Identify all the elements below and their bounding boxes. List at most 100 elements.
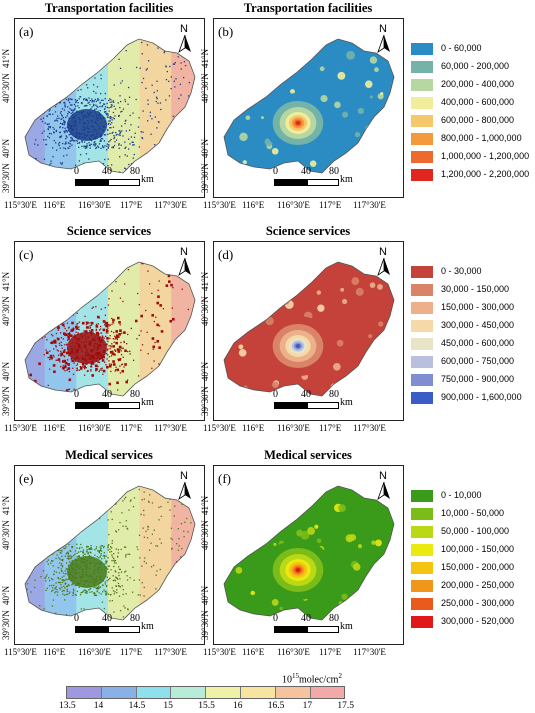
point-marker	[76, 590, 79, 593]
point-marker	[33, 115, 35, 117]
point-marker	[83, 484, 84, 485]
point-marker	[116, 555, 119, 558]
point-marker	[102, 163, 105, 165]
point-marker	[30, 51, 33, 53]
point-marker	[94, 364, 98, 368]
point-marker	[77, 369, 79, 371]
point-marker	[68, 584, 70, 587]
point-marker	[76, 140, 79, 142]
point-marker	[48, 308, 51, 310]
point-marker	[117, 389, 119, 391]
point-marker	[66, 562, 68, 564]
point-marker	[95, 144, 97, 146]
point-marker	[115, 281, 117, 283]
point-marker	[108, 571, 110, 573]
point-marker	[86, 546, 88, 548]
point-marker	[118, 574, 120, 577]
hotspot	[374, 373, 379, 378]
point-marker	[47, 277, 50, 279]
point-marker	[131, 591, 134, 593]
point-marker	[91, 374, 94, 377]
point-marker	[113, 353, 116, 355]
point-marker	[112, 146, 114, 148]
point-marker	[169, 65, 171, 68]
point-marker	[113, 559, 115, 561]
point-marker	[156, 323, 159, 327]
point-marker	[105, 335, 107, 338]
point-marker	[103, 511, 105, 514]
point-marker	[138, 146, 141, 148]
point-marker	[102, 546, 105, 549]
point-marker	[26, 588, 28, 590]
point-marker	[101, 359, 105, 362]
point-marker	[55, 332, 58, 335]
point-marker	[66, 585, 69, 588]
point-marker	[165, 284, 169, 287]
point-marker	[82, 550, 84, 553]
point-marker	[50, 162, 52, 165]
point-marker	[76, 556, 78, 558]
point-marker	[138, 303, 141, 306]
point-marker	[74, 593, 77, 596]
point-marker	[98, 587, 101, 589]
point-marker	[157, 40, 159, 42]
point-marker	[67, 99, 70, 102]
point-marker	[67, 142, 70, 144]
point-marker	[124, 496, 127, 499]
point-marker	[109, 120, 111, 122]
point-marker	[34, 307, 37, 310]
legend-label: 200,000 - 250,000	[441, 580, 515, 590]
point-marker	[66, 115, 68, 117]
longitude-label: 115°30'E	[203, 200, 236, 210]
point-marker	[165, 150, 167, 152]
point-marker	[78, 492, 80, 494]
legend-swatch	[411, 616, 433, 628]
hotspot	[316, 290, 322, 295]
point-marker	[90, 324, 93, 326]
point-marker	[62, 593, 64, 595]
latitude-label: 41°N	[1, 271, 11, 291]
point-marker	[84, 591, 86, 594]
point-marker	[95, 325, 97, 327]
point-marker	[53, 341, 57, 344]
point-marker	[105, 482, 106, 483]
point-marker	[112, 100, 114, 102]
point-marker	[61, 489, 64, 491]
point-marker	[111, 599, 113, 602]
point-marker	[98, 557, 100, 559]
point-marker	[128, 129, 131, 131]
point-marker	[107, 165, 109, 167]
point-marker	[127, 103, 129, 105]
longitude-label: 117°E	[319, 423, 342, 433]
point-marker	[151, 337, 155, 340]
point-marker	[110, 364, 113, 366]
point-marker	[97, 99, 100, 101]
point-marker	[134, 319, 138, 323]
point-marker	[105, 332, 108, 334]
point-marker	[197, 327, 198, 328]
point-marker	[192, 161, 194, 163]
point-marker	[106, 106, 109, 109]
point-marker	[104, 111, 106, 113]
point-marker	[154, 144, 156, 146]
point-marker	[96, 555, 99, 558]
point-marker	[76, 547, 78, 549]
point-marker	[133, 153, 135, 156]
point-marker	[99, 140, 101, 142]
point-marker	[111, 146, 113, 149]
point-marker	[129, 114, 131, 117]
point-marker	[92, 509, 94, 512]
point-marker	[175, 78, 177, 80]
point-marker	[68, 332, 71, 334]
point-marker	[113, 105, 115, 107]
point-marker	[113, 39, 116, 41]
point-marker	[52, 335, 54, 337]
point-marker	[124, 147, 126, 149]
point-marker	[128, 509, 130, 511]
point-marker	[122, 45, 124, 48]
point-marker	[83, 105, 86, 107]
point-marker	[193, 576, 195, 579]
point-marker	[42, 92, 44, 95]
point-marker	[82, 590, 84, 592]
point-marker	[163, 607, 166, 610]
